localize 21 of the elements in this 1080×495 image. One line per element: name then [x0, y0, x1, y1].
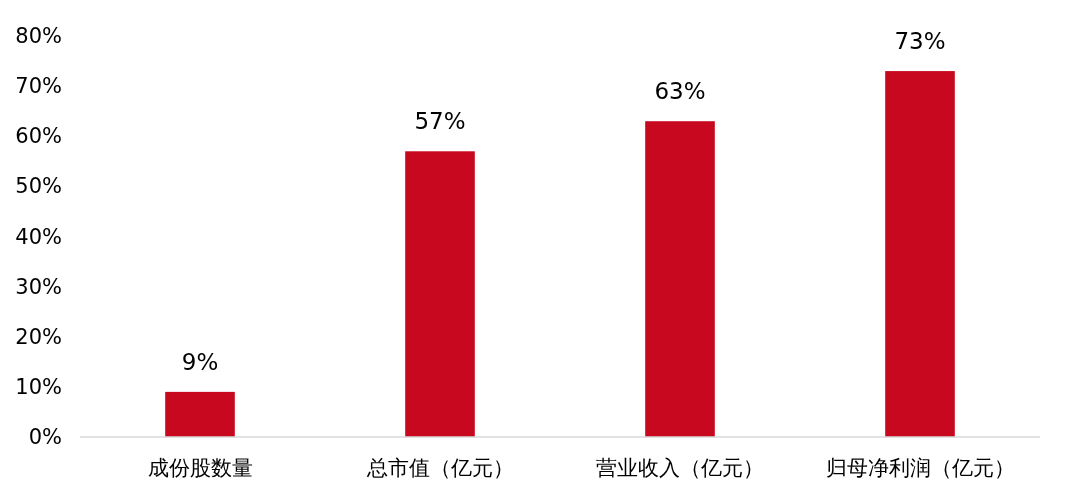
y-tick-label: 0%	[28, 425, 62, 449]
bar	[645, 121, 715, 437]
data-label: 63%	[654, 78, 706, 105]
x-tick-label: 总市值（亿元）	[365, 456, 514, 480]
y-tick-label: 30%	[15, 274, 62, 299]
y-tick-label: 50%	[15, 174, 62, 199]
y-tick-label: 60%	[15, 124, 62, 149]
y-tick-label: 20%	[15, 324, 62, 349]
x-tick-label: 成份股数量	[147, 456, 253, 480]
x-tick-label: 营业收入（亿元）	[596, 456, 764, 480]
bar	[405, 151, 475, 437]
bar	[885, 71, 955, 437]
data-label: 9%	[181, 348, 219, 375]
y-tick-label: 70%	[15, 74, 62, 99]
bar	[165, 391, 235, 437]
x-tick-label: 归母净利润（亿元）	[825, 456, 1015, 480]
y-tick-label: 10%	[15, 374, 62, 399]
y-tick-label: 40%	[15, 224, 62, 249]
y-tick-label: 80%	[15, 24, 62, 48]
data-label: 73%	[894, 28, 946, 55]
data-label: 57%	[414, 108, 466, 135]
